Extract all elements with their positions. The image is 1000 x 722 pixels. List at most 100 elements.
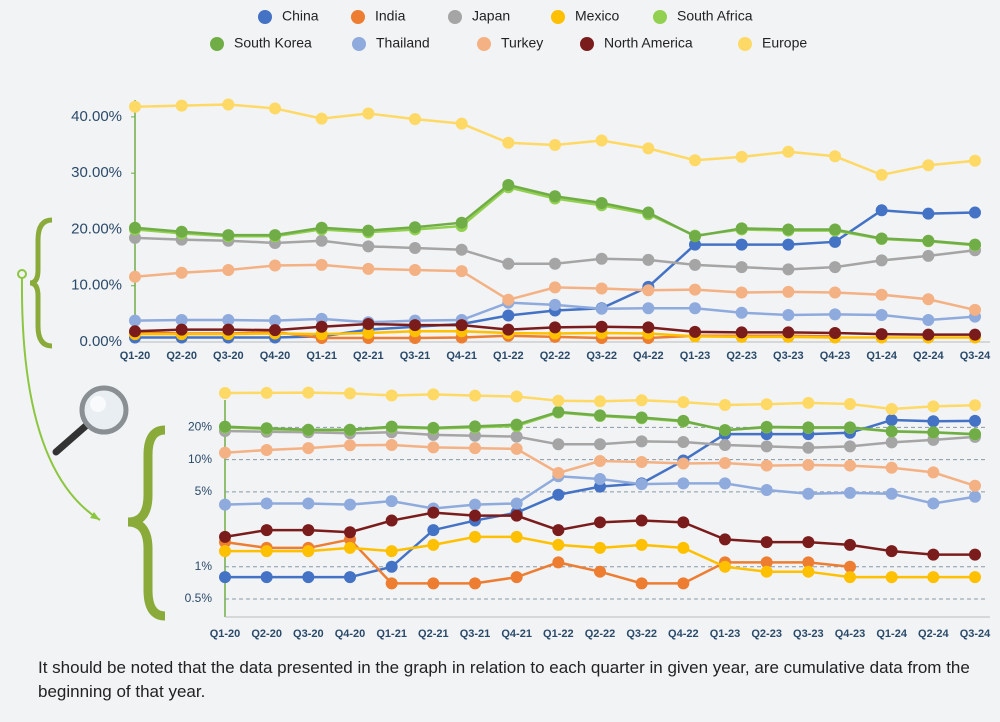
marker bbox=[642, 302, 655, 315]
marker bbox=[362, 262, 375, 275]
marker bbox=[677, 577, 690, 590]
y-tick-label: 5% bbox=[195, 484, 213, 498]
marker bbox=[219, 387, 231, 400]
marker bbox=[222, 229, 235, 242]
series bbox=[219, 438, 981, 492]
marker bbox=[969, 428, 981, 441]
marker bbox=[260, 545, 273, 558]
marker bbox=[549, 139, 561, 152]
marker bbox=[549, 321, 561, 334]
marker bbox=[782, 238, 795, 251]
marker bbox=[885, 487, 898, 500]
marker bbox=[677, 396, 690, 409]
marker bbox=[922, 328, 935, 341]
marker bbox=[315, 234, 328, 247]
marker bbox=[635, 577, 648, 590]
marker bbox=[222, 98, 235, 111]
marker bbox=[829, 326, 841, 339]
marker bbox=[175, 323, 188, 336]
marker bbox=[677, 457, 690, 470]
x-tick-label: Q2-20 bbox=[251, 628, 282, 640]
brace-bottom bbox=[127, 425, 166, 621]
marker bbox=[344, 498, 356, 511]
marker bbox=[302, 423, 315, 436]
marker bbox=[427, 538, 440, 551]
marker bbox=[362, 326, 375, 339]
x-tick-label: Q1-22 bbox=[543, 628, 574, 640]
marker bbox=[885, 545, 898, 558]
marker bbox=[594, 409, 606, 422]
x-tick-label: Q1-21 bbox=[376, 628, 407, 640]
marker bbox=[502, 323, 515, 336]
marker bbox=[552, 488, 565, 501]
marker bbox=[719, 560, 731, 573]
series bbox=[129, 258, 981, 316]
x-tick-label: Q3-20 bbox=[293, 628, 324, 640]
marker bbox=[677, 541, 690, 554]
x-tick-label: Q1-20 bbox=[120, 350, 151, 362]
marker bbox=[315, 221, 328, 234]
x-tick-label: Q3-22 bbox=[586, 350, 617, 362]
marker bbox=[302, 442, 315, 455]
legend-label: North America bbox=[604, 35, 693, 51]
legend-label: Mexico bbox=[575, 8, 620, 24]
marker bbox=[875, 254, 888, 267]
marker bbox=[885, 425, 898, 438]
marker bbox=[719, 477, 731, 490]
marker bbox=[875, 168, 888, 181]
marker bbox=[782, 223, 795, 236]
x-tick-label: Q2-22 bbox=[585, 628, 616, 640]
marker bbox=[885, 436, 898, 449]
marker bbox=[642, 284, 655, 297]
marker bbox=[689, 325, 701, 338]
marker bbox=[219, 420, 231, 433]
marker bbox=[844, 459, 856, 472]
marker bbox=[409, 319, 421, 332]
marker bbox=[885, 461, 898, 474]
marker bbox=[549, 298, 561, 311]
marker bbox=[642, 321, 655, 334]
y-tick-label: 10% bbox=[188, 452, 212, 466]
marker bbox=[219, 498, 231, 511]
marker bbox=[510, 509, 523, 522]
series bbox=[129, 98, 981, 181]
marker bbox=[689, 154, 701, 167]
marker bbox=[969, 571, 981, 584]
marker bbox=[594, 395, 606, 408]
y-tick-label: 20% bbox=[188, 420, 212, 434]
marker bbox=[222, 323, 235, 336]
marker bbox=[642, 253, 655, 266]
marker bbox=[595, 320, 608, 333]
series bbox=[219, 405, 981, 441]
marker bbox=[885, 402, 898, 415]
marker bbox=[469, 429, 481, 442]
marker bbox=[635, 435, 648, 448]
marker bbox=[510, 530, 523, 543]
marker bbox=[344, 439, 356, 452]
marker bbox=[922, 159, 935, 172]
marker bbox=[802, 565, 815, 578]
marker bbox=[969, 303, 981, 316]
marker bbox=[735, 222, 748, 235]
marker bbox=[802, 421, 815, 434]
marker bbox=[595, 252, 608, 265]
marker bbox=[735, 286, 748, 299]
marker bbox=[455, 216, 468, 229]
legend-label: Turkey bbox=[501, 35, 543, 51]
marker bbox=[344, 526, 356, 539]
marker bbox=[595, 134, 608, 147]
marker bbox=[219, 446, 231, 459]
marker bbox=[129, 270, 141, 283]
marker bbox=[129, 221, 141, 234]
legend-label: Europe bbox=[762, 35, 807, 51]
marker bbox=[922, 234, 935, 247]
marker bbox=[735, 261, 748, 274]
marker bbox=[385, 545, 398, 558]
legend-marker bbox=[551, 10, 565, 24]
series bbox=[129, 231, 981, 276]
marker bbox=[875, 308, 888, 321]
marker bbox=[455, 243, 468, 256]
marker bbox=[927, 548, 940, 561]
marker bbox=[129, 100, 141, 113]
x-tick-label: Q4-22 bbox=[668, 628, 699, 640]
